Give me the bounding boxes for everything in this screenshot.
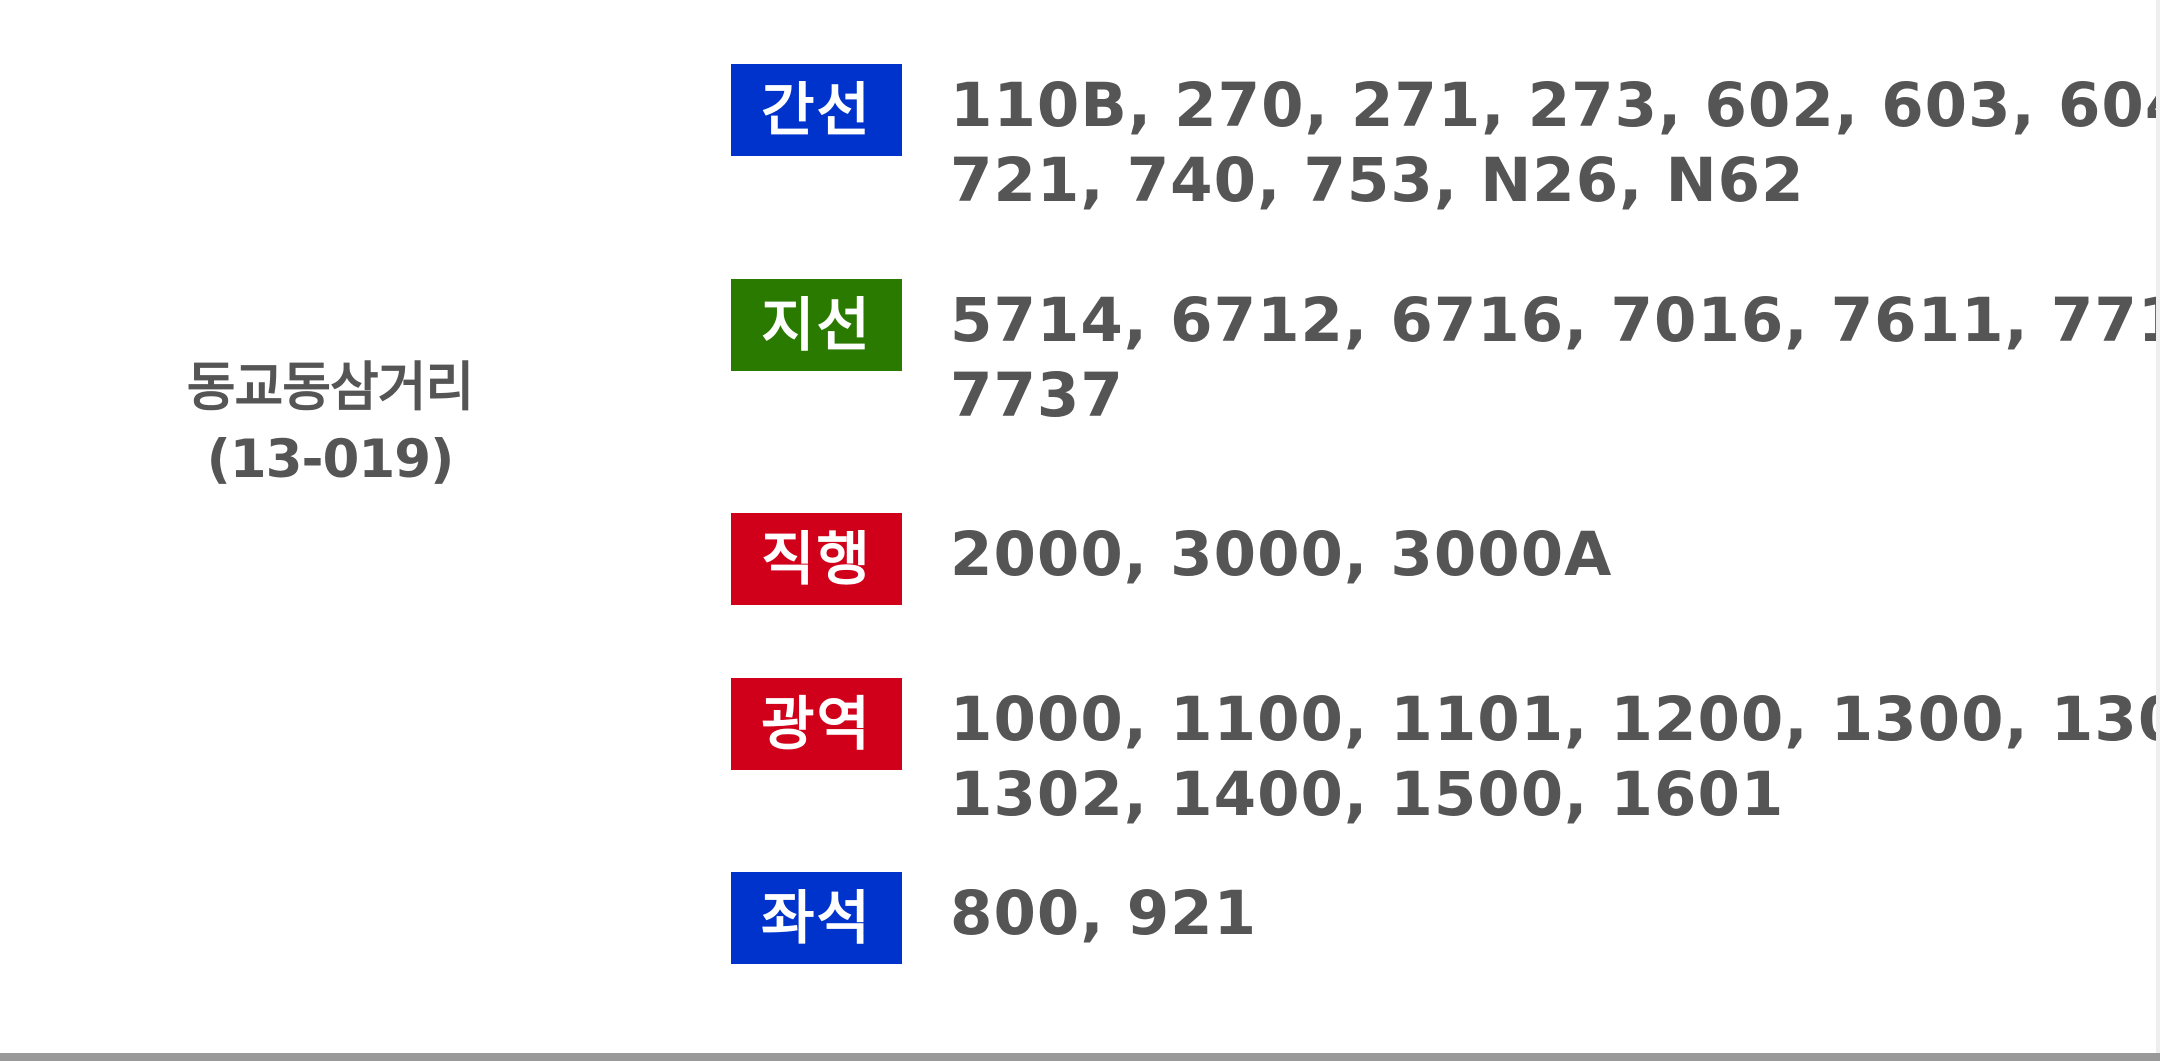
- route-numbers-line: 2000, 3000, 3000A: [950, 519, 1613, 590]
- route-numbers-line: 7737: [950, 360, 1124, 431]
- route-type-badge: 직행: [731, 513, 902, 605]
- route-type-badge: 광역: [731, 678, 902, 770]
- route-numbers: 2000, 3000, 3000A: [950, 517, 2150, 592]
- route-numbers-line: 5714, 6712, 6716, 7016, 7611, 7713,: [950, 285, 2160, 356]
- stop-id: (13-019): [206, 429, 455, 490]
- route-numbers-line: 800, 921: [950, 878, 1258, 949]
- route-type-badge: 좌석: [731, 872, 902, 964]
- route-numbers: 1000, 1100, 1101, 1200, 1300, 1301, 1302…: [950, 682, 2160, 832]
- route-numbers-line: 1302, 1400, 1500, 1601: [950, 759, 1785, 830]
- bottom-divider: [0, 1053, 2160, 1061]
- stop-name-block: 동교동삼거리 (13-019): [110, 352, 550, 496]
- route-numbers-line: 110B, 270, 271, 273, 602, 603, 604,: [950, 70, 2160, 141]
- route-numbers: 110B, 270, 271, 273, 602, 603, 604, 721,…: [950, 68, 2160, 218]
- right-edge-divider: [2156, 0, 2160, 1053]
- route-numbers: 5714, 6712, 6716, 7016, 7611, 7713, 7737: [950, 283, 2160, 433]
- stop-name: 동교동삼거리: [186, 357, 475, 418]
- route-numbers-line: 721, 740, 753, N26, N62: [950, 145, 1805, 216]
- route-type-badge: 지선: [731, 279, 902, 371]
- route-type-badge: 간선: [731, 64, 902, 156]
- route-numbers: 800, 921: [950, 876, 2150, 951]
- route-numbers-line: 1000, 1100, 1101, 1200, 1300, 1301,: [950, 684, 2160, 755]
